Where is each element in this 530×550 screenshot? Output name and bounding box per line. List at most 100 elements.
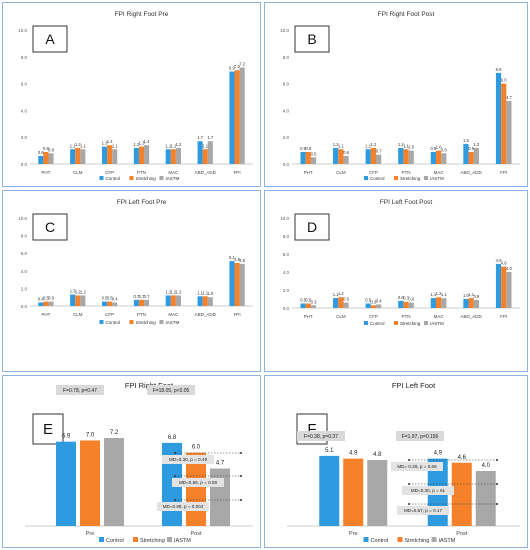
legend-label: Stretching bbox=[136, 320, 157, 325]
x-tick-label: Pre bbox=[349, 531, 358, 537]
data-label: 1.2 bbox=[75, 289, 81, 294]
annotation-box bbox=[397, 506, 449, 515]
bar-iastm bbox=[310, 157, 317, 164]
bar-stretching bbox=[501, 266, 507, 308]
chart-title: FPI Left Foot bbox=[392, 381, 436, 390]
data-label: 1.0 bbox=[463, 293, 469, 298]
data-label: 0.5 bbox=[48, 296, 54, 301]
data-label: 1.4 bbox=[107, 139, 113, 144]
x-tick-label: PHT bbox=[304, 170, 313, 175]
bar-iastm bbox=[48, 301, 54, 306]
annotation-dot bbox=[408, 503, 410, 505]
bar-control bbox=[70, 294, 76, 306]
data-label: 7.0 bbox=[86, 432, 95, 438]
data-label: 1.1 bbox=[430, 292, 436, 297]
chart-title: FPI Left Foot Post bbox=[380, 199, 433, 206]
data-label: 0.6 bbox=[38, 150, 44, 155]
annotation-dot bbox=[496, 483, 498, 485]
stat-box bbox=[56, 385, 104, 395]
data-label: 0.5 bbox=[305, 298, 311, 303]
x-tick-label: CLM bbox=[336, 314, 346, 319]
bar-iastm bbox=[175, 147, 182, 164]
y-tick-label: 6.0 bbox=[21, 251, 28, 256]
bar-iastm bbox=[376, 304, 382, 308]
bar-iastm bbox=[408, 302, 414, 308]
bar-control bbox=[300, 303, 306, 308]
bar-iastm bbox=[80, 149, 86, 164]
y-tick-label: 2.0 bbox=[283, 288, 290, 293]
data-label: 1.2 bbox=[333, 142, 339, 147]
data-label: 0.5 bbox=[107, 296, 113, 301]
data-label: 4.9 bbox=[349, 451, 358, 457]
legend-swatch bbox=[99, 176, 104, 180]
data-label: 6.8 bbox=[496, 67, 502, 72]
chart-panel-c: FPI Left Foot Pre C 0.0 2.0 4.0 6.0 8.0 10.0 PHT… bbox=[2, 190, 261, 372]
x-tick-label: PTN bbox=[137, 312, 146, 317]
data-label: 0.3 bbox=[371, 299, 377, 304]
x-tick-label: FPI bbox=[234, 170, 241, 175]
data-label: 0.5 bbox=[43, 296, 49, 301]
legend-label: Control bbox=[370, 176, 385, 181]
data-label: 0.5 bbox=[300, 298, 306, 303]
bar-stretching bbox=[501, 83, 507, 164]
data-label: 4.7 bbox=[216, 461, 225, 467]
x-tick-label: FPI bbox=[500, 170, 507, 175]
bar-control bbox=[300, 151, 306, 164]
data-label: 1.3 bbox=[70, 289, 76, 294]
annotation-label: MD=0.30, p = 61 bbox=[411, 488, 446, 493]
annotation-dot bbox=[408, 483, 410, 485]
legend-swatch bbox=[364, 321, 368, 325]
x-tick-label: MAC bbox=[434, 314, 445, 319]
x-tick-label: Post bbox=[456, 531, 467, 537]
bar-stretching bbox=[107, 145, 113, 164]
y-tick-label: 4.0 bbox=[21, 108, 28, 113]
data-label: 1.0 bbox=[207, 291, 213, 296]
stat-label: F=1.97, p=0.156 bbox=[402, 434, 439, 440]
bar-stretching bbox=[202, 149, 208, 164]
annotation-dot bbox=[240, 475, 242, 477]
x-tick-label: FPI bbox=[234, 312, 241, 317]
bar-control bbox=[319, 455, 340, 526]
data-label: 0.8 bbox=[48, 147, 54, 152]
data-label: 0.7 bbox=[144, 294, 150, 299]
annotation-dot bbox=[240, 452, 242, 454]
panel-label: F bbox=[307, 421, 316, 438]
annotation-box bbox=[402, 486, 454, 495]
data-label: 1.2 bbox=[165, 289, 171, 294]
legend-swatch bbox=[363, 537, 369, 542]
annotation-label: MD=0.58, p = 0.08 bbox=[179, 480, 217, 485]
legend-label: IASTM bbox=[430, 321, 444, 326]
data-label: 0.7 bbox=[133, 294, 139, 299]
legend-label: IASTM bbox=[174, 538, 191, 544]
legend-label: Control bbox=[370, 321, 385, 326]
bar-stretching bbox=[234, 262, 240, 306]
bar-iastm bbox=[207, 141, 213, 164]
data-label: 1.2 bbox=[80, 289, 86, 294]
y-tick-label: 2.0 bbox=[21, 135, 28, 140]
panel-label: D bbox=[307, 219, 317, 235]
y-tick-label: 10.0 bbox=[280, 28, 289, 33]
data-label: 1.4 bbox=[144, 139, 150, 144]
data-label: 1.1 bbox=[80, 143, 86, 148]
x-tick-label: CFP bbox=[105, 170, 114, 175]
data-label: 4.0 bbox=[482, 463, 491, 469]
stat-label: F=0.78, p=0.47 bbox=[63, 388, 97, 394]
legend-label: IASTM bbox=[430, 176, 444, 181]
data-label: 1.1 bbox=[165, 143, 171, 148]
data-label: 4.6 bbox=[501, 261, 507, 266]
data-label: 0.9 bbox=[43, 146, 49, 151]
bar-control bbox=[495, 263, 502, 308]
data-label: 0.9 bbox=[300, 146, 306, 151]
data-label: 1.2 bbox=[75, 142, 81, 147]
data-label: 1.1 bbox=[468, 292, 474, 297]
data-label: 1.5 bbox=[463, 138, 469, 143]
bar-iastm bbox=[343, 302, 349, 308]
stat-box bbox=[297, 431, 345, 441]
data-label: 5.1 bbox=[325, 448, 334, 454]
bar-control bbox=[365, 149, 371, 164]
bar-stretching bbox=[170, 149, 176, 164]
y-tick-label: 8.0 bbox=[21, 234, 28, 239]
x-tick-label: FPI bbox=[500, 314, 507, 319]
bar-stretching bbox=[43, 151, 49, 164]
bar-stretching bbox=[468, 298, 474, 308]
